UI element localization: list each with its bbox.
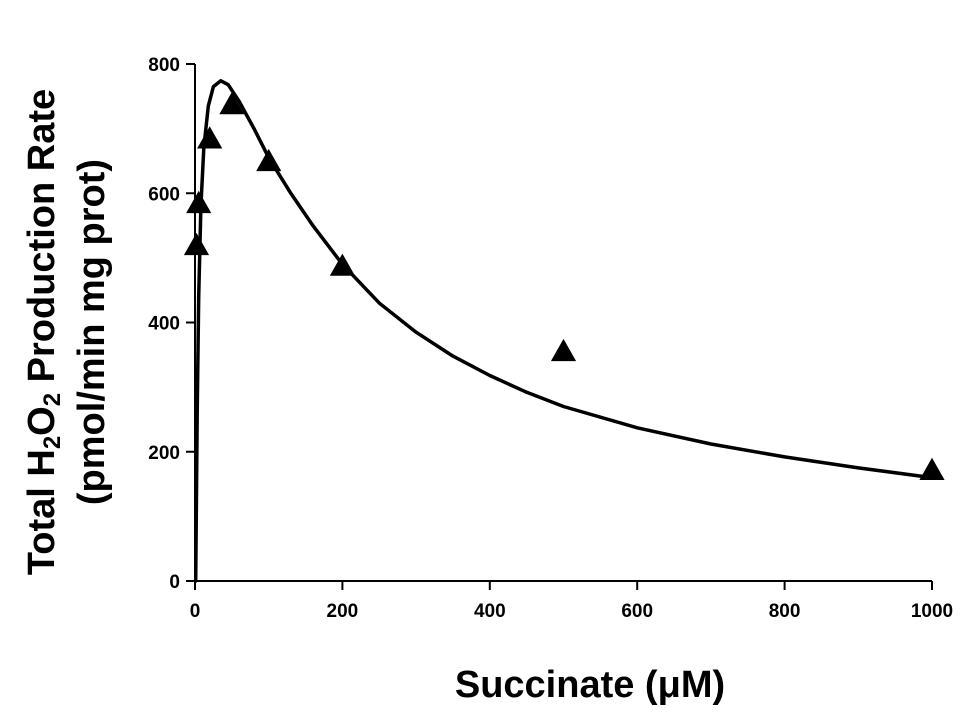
x-tick-label: 200 (327, 601, 359, 622)
y-tick-label: 600 (148, 184, 180, 205)
y-title-subscript-2: 2 (39, 393, 66, 406)
x-tick-label: 400 (474, 601, 506, 622)
x-axis: 0 200 400 600 800 1000 (190, 580, 953, 622)
y-title-part-3: Production Rate (21, 89, 63, 393)
x-tick-label: 800 (769, 601, 801, 622)
data-point-triangle (197, 126, 223, 149)
y-tick-label: 800 (148, 55, 180, 76)
data-point-triangle (219, 92, 245, 115)
data-point-triangle (256, 148, 282, 172)
y-axis-title-line-1: Total H2O2 Production Rate (21, 89, 66, 575)
y-axis-title: Total H2O2 Production Rate (pmol/min mg … (21, 89, 113, 575)
data-point-triangle (186, 190, 212, 214)
data-point-triangle (183, 232, 210, 256)
y-tick-label: 0 (169, 572, 180, 593)
data-point-triangle (550, 338, 577, 362)
fit-curve (193, 79, 934, 583)
x-tick-label: 600 (621, 601, 653, 622)
y-tick-label: 200 (148, 443, 180, 464)
y-axis: 0 200 400 600 800 (148, 55, 196, 593)
data-point-triangle (919, 457, 945, 480)
series-line (193, 79, 934, 583)
x-axis-title: Succinate (μM) (455, 664, 725, 706)
data-point-triangle (329, 253, 355, 276)
y-axis-title-line-2: (pmol/min mg prot) (71, 159, 113, 505)
y-title-part-2: O (21, 406, 63, 436)
x-tick-label: 0 (190, 601, 201, 622)
y-title-part-1: Total H (21, 449, 63, 575)
series-markers (183, 92, 945, 480)
y-tick-label: 400 (148, 314, 180, 335)
x-tick-label: 1000 (911, 601, 953, 622)
y-title-subscript-1: 2 (39, 436, 66, 449)
